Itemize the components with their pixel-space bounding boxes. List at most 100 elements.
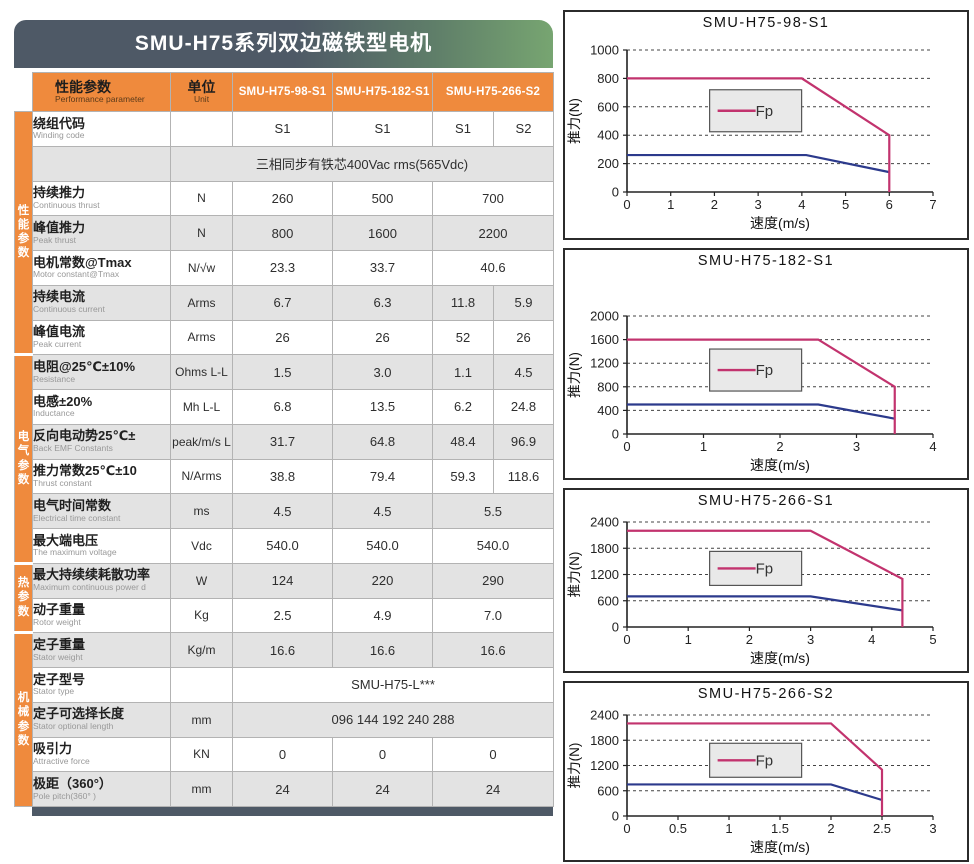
value-cell: 0 — [431, 736, 555, 773]
y-tick-label: 1800 — [590, 541, 619, 556]
header-corner — [15, 73, 33, 112]
value-cell: S1 — [332, 111, 433, 147]
unit-cell: N — [170, 180, 233, 217]
y-tick-label: 1600 — [590, 332, 619, 347]
chart-title: SMU-H75-98-S1 — [702, 15, 830, 31]
y-tick-label: 1200 — [590, 356, 619, 371]
value-cell: 31.7 — [232, 423, 333, 460]
value-cell: S1 — [232, 111, 333, 147]
x-tick-label: 4 — [929, 439, 936, 454]
x-tick-label: 1 — [667, 197, 674, 212]
y-tick-label: 0 — [612, 427, 619, 442]
table-row: 电感±20% Inductance Mh L-L 6.8 13.5 6.2 24.8 — [14, 389, 555, 425]
table-row: 机械参数定子重量 Stator weight Kg/m 16.6 16.6 16.6 — [14, 631, 555, 807]
value-cell: 540.0 — [332, 528, 433, 564]
spec-section: SMU-H75系列双边磁铁型电机 性能参数 Performance parame… — [14, 20, 555, 816]
x-tick-label: 0 — [623, 632, 630, 647]
value-cell: 540.0 — [431, 528, 555, 564]
param-name: 电阻@25℃±10% Resistance — [32, 354, 171, 390]
value-cell: 1600 — [332, 215, 433, 251]
y-tick-label: 2400 — [590, 515, 619, 530]
thrust-speed-chart: 0 600 1200 1800 2400 0 0.5 1 1.5 2 2.5 3 Fp 速度(m/s) 推力… — [567, 708, 937, 856]
param-name: 电机常数@Tmax Motor constant@Tmax — [32, 250, 171, 286]
value-cell: 4.5 — [332, 493, 433, 529]
value-cell: 24 — [232, 771, 333, 807]
legend-label: Fp — [756, 752, 774, 769]
value-cell: 1.5 — [232, 354, 333, 390]
y-tick-label: 2400 — [590, 708, 619, 723]
unit-cell: Arms — [170, 319, 233, 356]
legend-label: Fp — [756, 560, 774, 577]
value-cell: 16.6 — [232, 632, 333, 668]
table-row: 峰值推力 Peak thrust N 800 1600 2200 — [14, 215, 555, 251]
x-axis-label: 速度(m/s) — [750, 839, 810, 855]
table-row: 推力常数25℃±10 Thrust constant N/Arms 38.8 79.4 5… — [14, 458, 555, 495]
continuous-line — [627, 595, 903, 612]
y-tick-label: 0 — [612, 185, 619, 200]
value-cell: 16.6 — [332, 632, 433, 668]
value-cell: 124 — [232, 562, 333, 599]
param-name: 反向电动势25℃± Back EMF Constants — [32, 423, 171, 460]
chart-title: SMU-H75-266-S2 — [697, 686, 835, 702]
value-cell: 4.9 — [332, 597, 433, 634]
table-row: 吸引力 Attractive force KN 0 0 0 — [14, 736, 555, 773]
x-tick-label: 2 — [711, 197, 718, 212]
value-cell: 4.5 — [232, 493, 333, 529]
value-cell: 96.9 — [492, 423, 555, 460]
Fp-line — [627, 529, 904, 627]
value-cell: 24.8 — [492, 389, 555, 425]
value-cell: 26 — [232, 319, 333, 356]
param-name: 持续推力 Continuous thrust — [32, 180, 171, 217]
x-tick-label: 0 — [623, 197, 630, 212]
unit-cell: N — [170, 215, 233, 251]
unit-cell: mm — [170, 771, 233, 807]
value-cell: 260 — [232, 180, 333, 217]
group-label-mechanical: 机械参数 — [14, 631, 33, 807]
param-name: 定子重量 Stator weight — [32, 632, 171, 668]
chart-title: SMU-H75-266-S1 — [697, 493, 835, 509]
value-cell: 540.0 — [232, 528, 333, 564]
x-tick-label: 3 — [807, 632, 814, 647]
x-tick-label: 2 — [746, 632, 753, 647]
chart-panel-smu-h75-266-s2: SMU-H75-266-S2 0 600 1200 1800 2400 0 0.5 1 1.5 2… — [563, 681, 969, 862]
x-tick-label: 3 — [853, 439, 860, 454]
unit-cell: N/Arms — [170, 458, 233, 495]
unit-cell: Mh L-L — [170, 389, 233, 425]
value-cell: 096 144 192 240 288 — [231, 701, 555, 738]
value-cell: 三相同步有铁芯400Vac rms(565Vdc) — [169, 145, 555, 182]
value-cell: 5.5 — [431, 493, 555, 529]
unit-cell: Kg — [170, 597, 233, 634]
value-cell: 3.0 — [332, 354, 433, 390]
unit-cell: W — [170, 562, 233, 599]
table-row: 动子重量 Rotor weight Kg 2.5 4.9 7.0 — [14, 597, 555, 634]
value-cell: 38.8 — [232, 458, 333, 495]
value-cell: 7.0 — [431, 597, 555, 634]
value-cell: 2200 — [431, 215, 555, 251]
value-cell: 0 — [332, 736, 433, 773]
x-tick-label: 0 — [623, 821, 630, 836]
y-tick-label: 600 — [597, 783, 619, 798]
thrust-speed-chart: 0 600 1200 1800 2400 0 1 2 3 4 5 Fp 速度(m/s) 推力(N) — [567, 515, 937, 667]
y-axis-label: 推力(N) — [567, 552, 582, 598]
param-name: 定子可选择长度 Stator optional length — [32, 701, 171, 738]
Fp-line — [627, 722, 884, 816]
param-name: 绕组代码 Winding code — [32, 111, 171, 147]
y-axis-label: 推力(N) — [567, 98, 582, 144]
header-model-1: SMU-H75-98-S1 — [232, 72, 333, 112]
param-name: 最大端电压 The maximum voltage — [32, 528, 171, 564]
value-cell: 33.7 — [332, 250, 433, 286]
Fp-line — [627, 338, 896, 434]
y-tick-label: 1200 — [590, 567, 619, 582]
y-tick-label: 2000 — [590, 309, 619, 324]
unit-cell: KN — [170, 736, 233, 773]
x-tick-label: 2.5 — [873, 821, 891, 836]
value-cell: S1 — [432, 111, 494, 147]
value-cell: S2 — [492, 111, 555, 147]
unit-cell — [170, 111, 233, 147]
x-axis-label: 速度(m/s) — [750, 650, 810, 666]
param-name: 峰值电流 Peak current — [32, 319, 171, 356]
y-tick-label: 1000 — [590, 43, 619, 58]
thrust-speed-chart: 0 200 400 600 800 1000 0 1 2 3 4 5 6 7 Fp 速度(m/s) 推力(N) — [567, 43, 937, 232]
